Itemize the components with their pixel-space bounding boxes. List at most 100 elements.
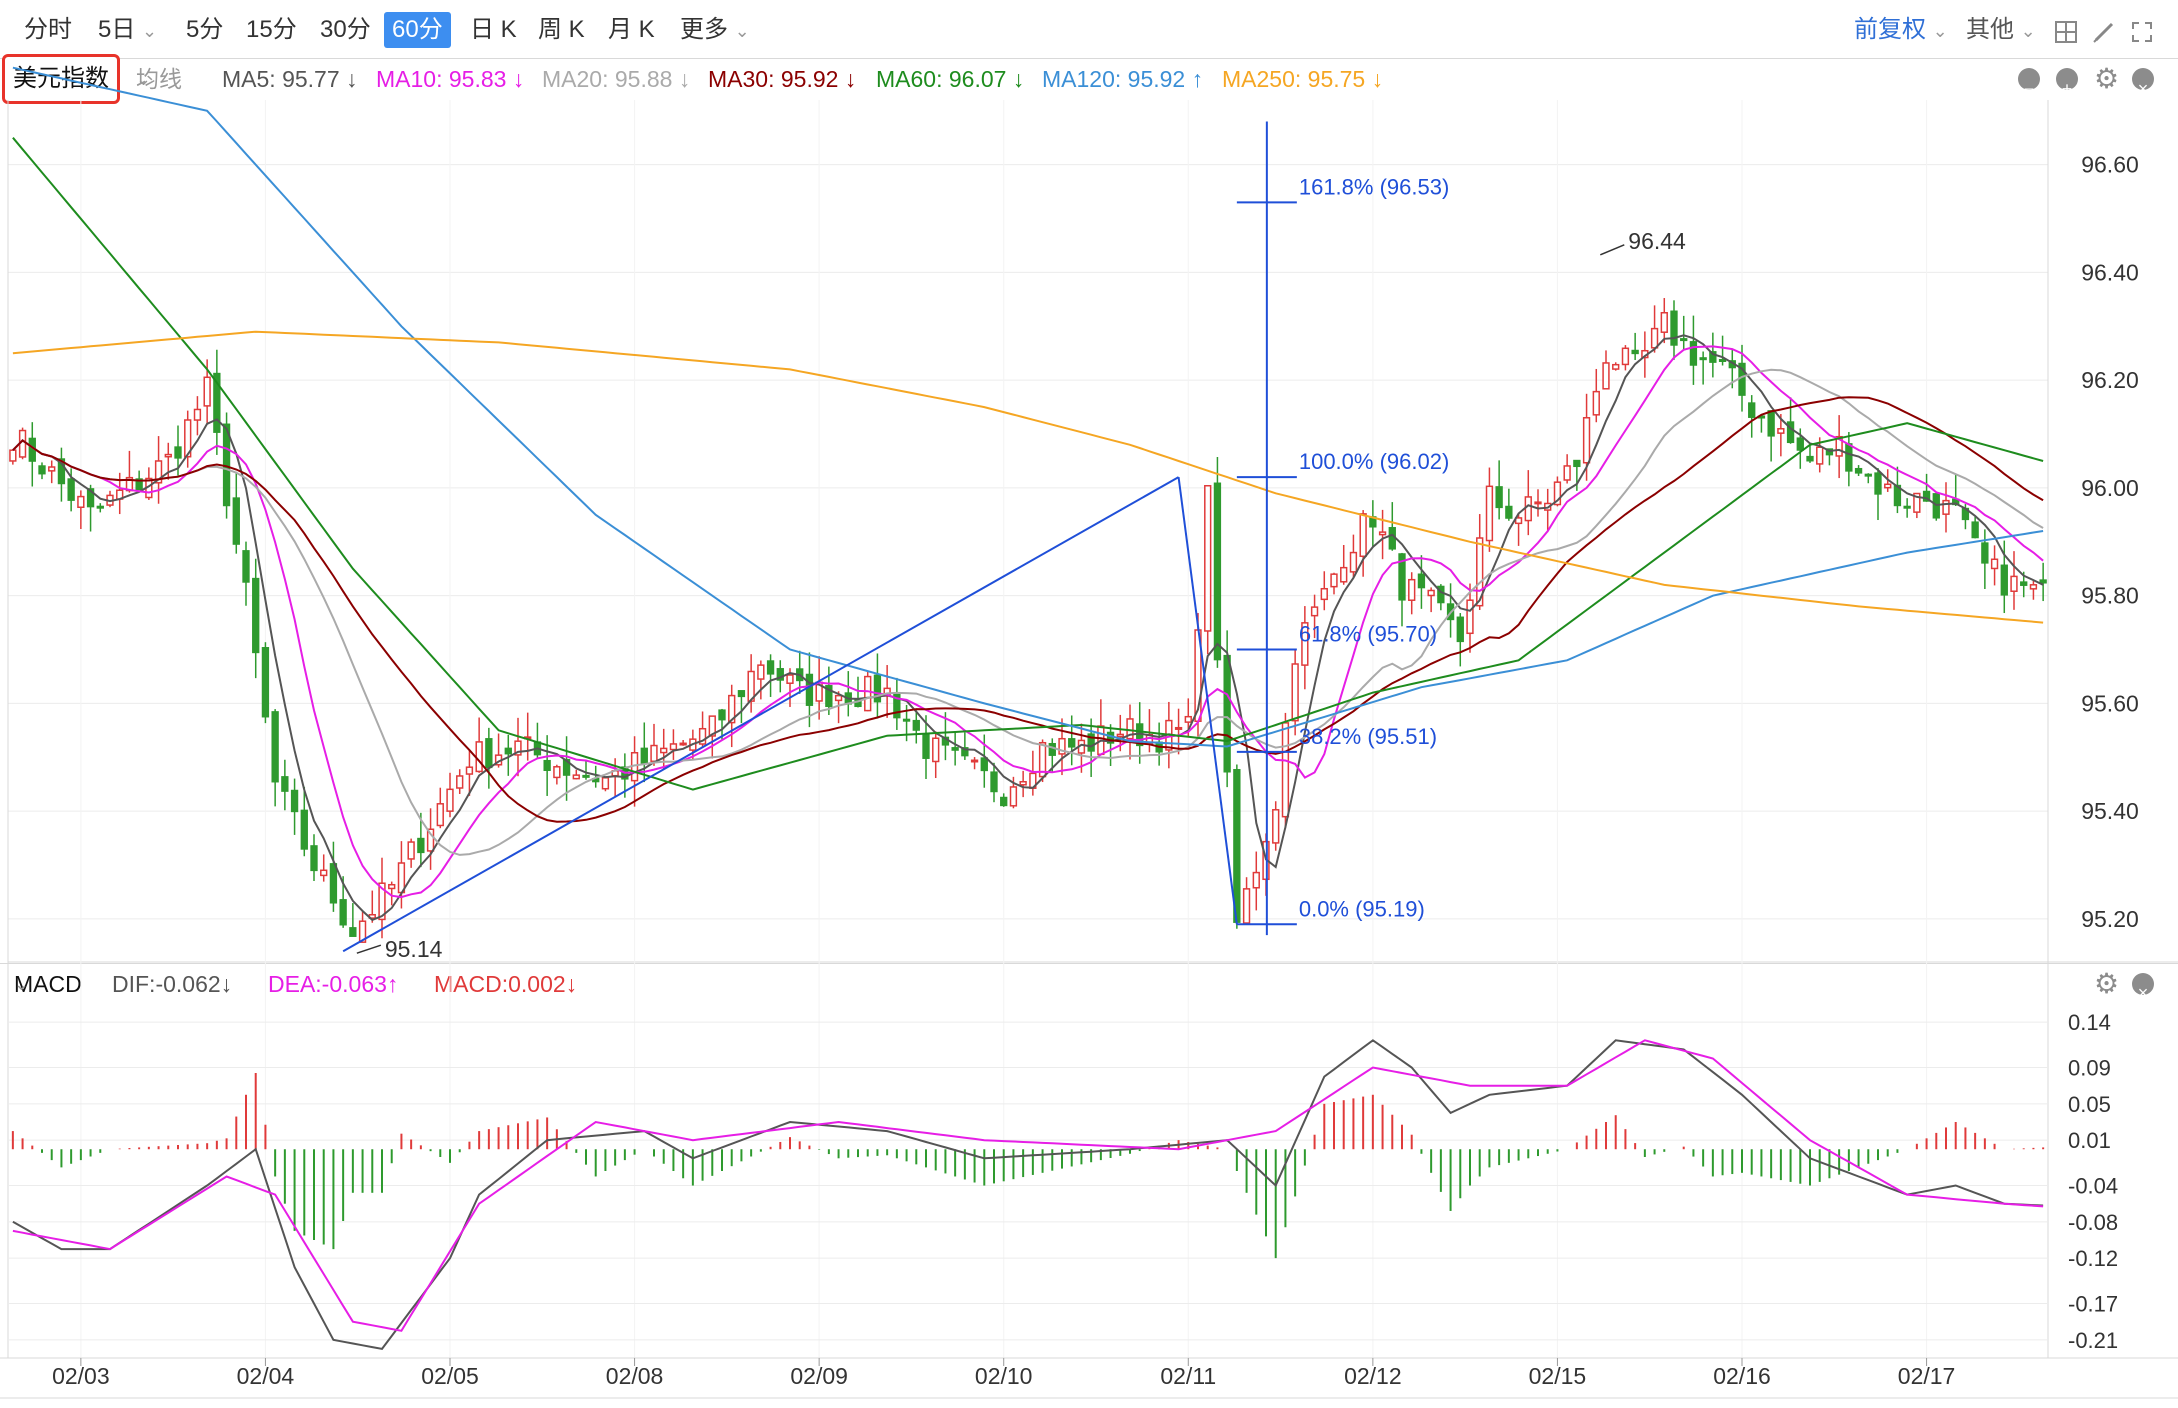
candle-body: [242, 550, 250, 583]
candle-body: [358, 920, 367, 943]
candle-body: [1359, 513, 1367, 558]
low-arrow: [356, 944, 382, 954]
candle-body: [1378, 531, 1387, 536]
price-tick-label: 96.40: [2081, 259, 2139, 285]
candle-body: [601, 777, 610, 790]
date-tick-label: 02/17: [1898, 1363, 1956, 1389]
chevron-down-icon: ⌄: [142, 21, 158, 41]
candle-body: [67, 478, 75, 501]
candle-body: [1582, 417, 1591, 464]
candle-body: [1524, 496, 1532, 522]
dea-legend: DEA:-0.063↑: [268, 971, 399, 997]
fullscreen-icon[interactable]: [2130, 20, 2154, 44]
plus-circle-icon[interactable]: +: [2056, 68, 2078, 99]
chevron-down-icon: ⌄: [734, 21, 750, 41]
candle-body: [1242, 888, 1251, 924]
candle-body: [1612, 363, 1620, 370]
candle-body: [1038, 741, 1047, 778]
ma-legend-bar: 均线 ⌄ MA5: 95.77 ↓ MA10: 95.83 ↓ MA20: 95…: [0, 58, 2178, 100]
candle-body: [1349, 551, 1358, 573]
candle-body: [786, 674, 794, 684]
ma120-legend: MA120: 95.92 ↑: [1042, 66, 1204, 92]
date-tick-label: 02/16: [1713, 1363, 1771, 1389]
price-tick-label: 95.40: [2081, 798, 2139, 824]
candle-body: [1942, 499, 1950, 515]
candle-body: [1456, 616, 1464, 643]
dif-legend: DIF:-0.062↓: [112, 971, 233, 997]
candle-body: [1748, 402, 1756, 418]
candle-body: [388, 883, 396, 890]
gear-icon[interactable]: ⚙: [2094, 63, 2120, 94]
period-tab-30min[interactable]: 30分: [320, 16, 371, 43]
candle-body: [543, 759, 551, 771]
candle-body: [766, 660, 775, 675]
fibonacci-tool: 161.8% (96.53) 100.0% (96.02) 61.8% (95.70…: [342, 121, 1449, 953]
candle-body: [1505, 505, 1513, 519]
macd-tick-label: -0.04: [2068, 1174, 2118, 1199]
candle-body: [922, 733, 930, 759]
candle-body: [1466, 599, 1474, 635]
macd-tick-label: 0.05: [2068, 1092, 2111, 1117]
candle-body: [1340, 566, 1348, 583]
candle-body: [1126, 718, 1134, 740]
other-dropdown[interactable]: 其他 ⌄: [1966, 12, 2036, 48]
period-tab-daily[interactable]: 日 K: [470, 16, 517, 43]
candle-body: [1845, 443, 1853, 472]
candle-body: [407, 841, 415, 860]
candle-body: [1670, 310, 1678, 346]
ma120-line: [12, 66, 2044, 748]
draw-icon[interactable]: [2092, 20, 2116, 44]
candle-body: [1058, 737, 1066, 755]
candle-body: [1476, 537, 1484, 607]
period-tab-more[interactable]: 更多 ⌄: [672, 12, 758, 48]
adjust-dropdown[interactable]: 前复权 ⌄: [1854, 12, 1948, 48]
period-tab-15min[interactable]: 15分: [246, 16, 297, 43]
candle-body: [1660, 312, 1668, 333]
candle-body: [232, 497, 240, 545]
candle-body: [1116, 733, 1124, 738]
macd-tick-label: -0.08: [2068, 1210, 2118, 1235]
period-tab-5min[interactable]: 5分: [186, 16, 224, 43]
date-tick-label: 02/09: [790, 1363, 848, 1389]
candle-body: [2010, 575, 2018, 592]
macd-histogram: [11, 1072, 2045, 1259]
candle-body: [1310, 606, 1319, 617]
candle-body: [970, 759, 979, 763]
candle-body: [96, 505, 104, 509]
candle-body: [1650, 327, 1659, 349]
ma30-line: [12, 396, 2044, 823]
candle-body: [77, 495, 85, 508]
period-tab-5day-label: 5日: [98, 16, 136, 43]
date-tick-label: 02/15: [1529, 1363, 1587, 1389]
close-circle-icon[interactable]: ×: [2132, 68, 2154, 99]
ma30-legend: MA30: 95.92 ↓: [708, 66, 857, 92]
candle-body: [951, 747, 959, 751]
candle-body: [640, 747, 648, 764]
candle-body: [1281, 722, 1290, 818]
high-label: 96.44: [1628, 228, 1686, 254]
candle-body: [864, 675, 872, 712]
grid-icon[interactable]: [2054, 20, 2078, 44]
candle-body: [1874, 472, 1882, 495]
candle-body: [708, 715, 716, 737]
period-tab-monthly[interactable]: 月 K: [608, 16, 655, 43]
period-tab-5day[interactable]: 5日 ⌄: [90, 12, 165, 48]
candle-body: [2039, 579, 2047, 584]
candle-body: [679, 742, 687, 746]
period-tab-60min[interactable]: 60分: [384, 12, 451, 48]
ma250-legend: MA250: 95.75 ↓: [1222, 66, 1384, 92]
macd-tick-label: 0.01: [2068, 1128, 2111, 1153]
period-tab-weekly[interactable]: 周 K: [538, 16, 585, 43]
gear-icon[interactable]: ⚙: [2094, 968, 2120, 999]
candle-body: [436, 803, 444, 827]
candle-body: [154, 460, 163, 484]
close-circle-icon[interactable]: ×: [2132, 973, 2154, 1003]
period-tab-timeshare[interactable]: 分时: [24, 16, 72, 43]
candle-body: [776, 668, 784, 681]
fib-level-label: 38.2% (95.51): [1299, 724, 1437, 749]
candle-body: [320, 869, 328, 877]
macd-grid: [0, 1021, 2178, 1359]
minus-circle-icon[interactable]: −: [2018, 68, 2040, 99]
candle-body: [1816, 446, 1824, 465]
candle-body: [873, 674, 882, 703]
